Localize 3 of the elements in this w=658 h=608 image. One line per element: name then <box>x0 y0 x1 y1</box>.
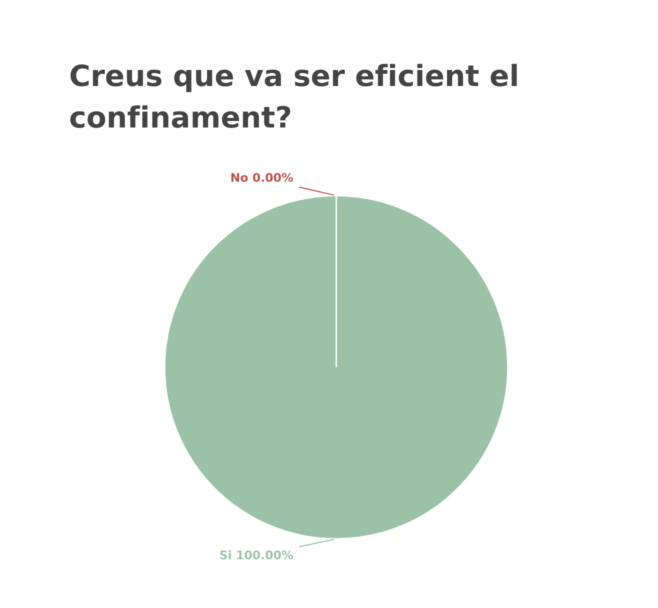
category-label: No 0.00% <box>231 172 293 182</box>
slice-label: Si 100.00% <box>220 550 293 560</box>
chart-title: Creus que va ser eficient el confinament? <box>70 64 517 128</box>
